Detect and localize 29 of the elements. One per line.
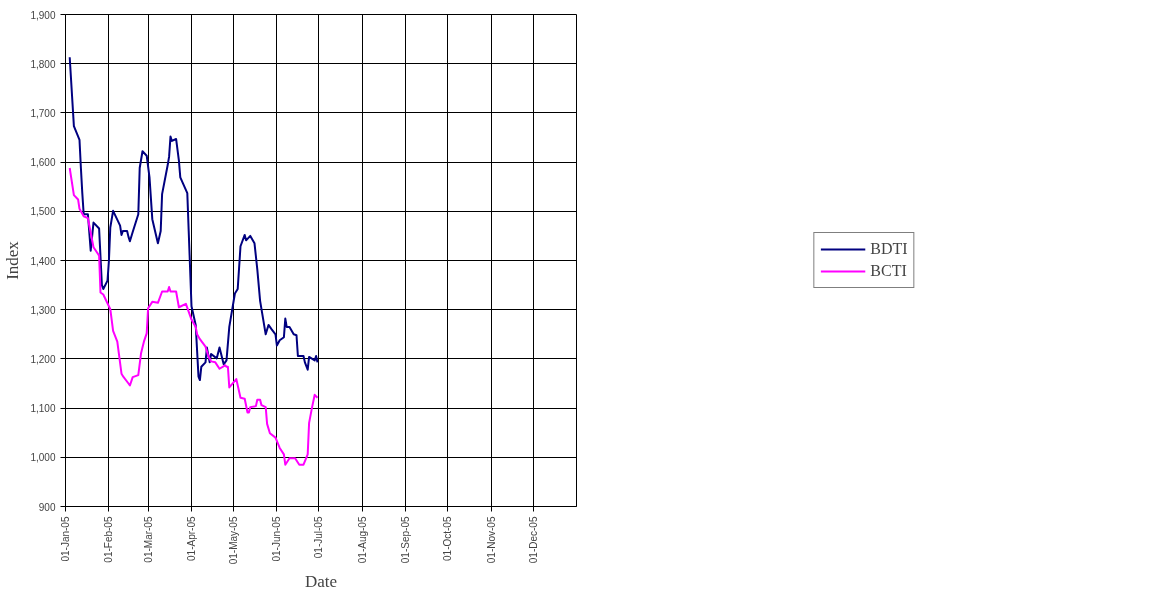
x-tick-label: 01-Apr-05 [186,516,197,561]
y-tick-label: 1,400 [30,255,56,267]
y-tick-label: 1,500 [30,206,56,218]
legend-label: BDTI [870,240,908,258]
x-tick-label: 01-Oct-05 [442,516,454,561]
y-tick-label: 1,700 [30,107,56,119]
x-tick-label: 01-Nov-05 [485,516,497,564]
x-tick-label: 01-Jan-05 [60,516,71,562]
x-tick-label: 01-Aug-05 [356,516,368,564]
y-tick-label: 1,600 [30,157,56,169]
y-tick-label: 900 [38,501,56,513]
y-axis-title: Index [3,240,23,280]
y-tick-label: 1,000 [30,452,56,464]
x-tick-label: 01-Dec-05 [527,516,539,564]
x-tick-label: 01-Mar-05 [142,516,154,563]
x-tick-label: 01-Jul-05 [313,516,325,559]
line-series [68,56,319,382]
y-tick-label: 1,100 [30,403,56,415]
y-tick-label: 1,800 [30,58,56,70]
x-tick-label: 01-Jun-05 [271,516,283,562]
y-tick-label: 1,900 [30,9,56,21]
x-axis-title: Date [304,572,338,592]
x-tick-label: 01-Feb-05 [103,516,115,563]
x-tick-label: 01-Sep-05 [400,516,412,564]
y-tick-label: 1,200 [30,353,56,365]
y-tick-label: 1,300 [30,304,56,316]
legend-label: BCTI [870,262,907,280]
line-series [68,167,319,466]
x-tick-label: 01-May-05 [228,516,239,565]
